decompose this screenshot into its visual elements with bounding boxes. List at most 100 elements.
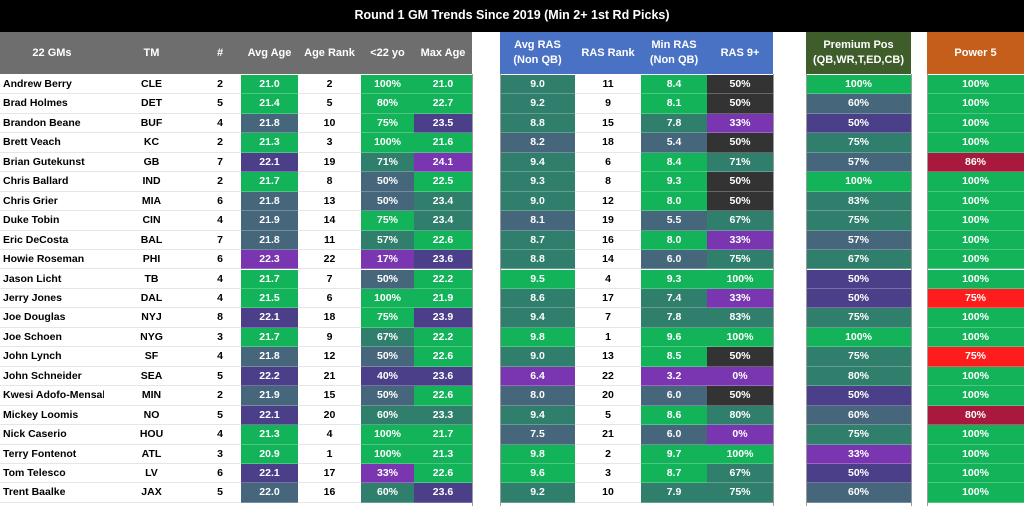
cell-avg_ras: 9.2 <box>500 94 575 114</box>
cell-age_rank: 9 <box>298 328 361 348</box>
cell-ras_rank: 9 <box>575 94 641 114</box>
cell-power5: 100% <box>927 464 1024 484</box>
cell-max_age: 21.6 <box>414 133 472 153</box>
cell-ras9: 0% <box>707 366 773 387</box>
cell-max_age: 23.3 <box>414 405 472 426</box>
cell-tm: DAL <box>104 289 199 309</box>
header-ras9-line: RAS 9+ <box>720 46 760 59</box>
cell-min_ras: 8.6 <box>641 405 707 426</box>
cell-age_rank: 1 <box>298 445 361 464</box>
header-max_age: Max Age <box>414 32 472 74</box>
cell-avg_ras: 8.8 <box>500 113 575 134</box>
cell-ras9: 33% <box>707 230 773 251</box>
cell-avg_ras: 9.6 <box>500 464 575 484</box>
cell-ras9: 80% <box>707 405 773 426</box>
cell-power5: 75% <box>927 347 1024 367</box>
cell-max_age: 23.9 <box>414 308 472 328</box>
header-n-line: # <box>216 46 224 59</box>
cell-age_rank: 15 <box>298 386 361 406</box>
table-row: John Lynch SF 4 21.8 12 50% 22.6 9.0 13 8.5 50% 75%… <box>0 347 1024 367</box>
cell-ras9: 33% <box>707 113 773 134</box>
cell-n: 2 <box>199 133 241 153</box>
cell-premium: 75% <box>806 347 911 367</box>
cell-avg_ras: 9.8 <box>500 327 575 348</box>
cell-under22: 100% <box>361 444 414 464</box>
cell-avg_age: 21.8 <box>241 113 298 134</box>
cell-n: 6 <box>199 464 241 484</box>
cell-age_rank: 16 <box>298 483 361 503</box>
cell-age_rank: 7 <box>298 270 361 289</box>
cell-ras9: 50% <box>707 172 773 192</box>
cell-premium: 33% <box>806 444 911 464</box>
cell-min_ras: 8.0 <box>641 230 707 251</box>
cell-power5: 100% <box>927 75 1024 95</box>
cell-gm: Chris Ballard <box>0 172 104 192</box>
cell-n: 3 <box>199 445 241 464</box>
cell-max_age: 22.7 <box>414 94 472 114</box>
cell-avg_age: 22.1 <box>241 152 298 173</box>
cell-age_rank: 3 <box>298 133 361 153</box>
header-premium-line: (QB,WR,T,ED,CB) <box>812 54 905 66</box>
cell-avg_ras: 9.4 <box>500 152 575 173</box>
cell-n: 7 <box>199 231 241 251</box>
cell-ras9: 75% <box>707 250 773 270</box>
header-row: 22 GMs TM # Avg Age Age Rank <22 yo Max Age Avg… <box>0 32 1024 74</box>
cell-n: 8 <box>199 308 241 328</box>
cell-tm: ATL <box>104 445 199 464</box>
cell-min_ras: 8.0 <box>641 191 707 212</box>
cell-ras_rank: 18 <box>575 133 641 153</box>
cell-age_rank: 19 <box>298 153 361 173</box>
cell-avg_ras: 8.7 <box>500 230 575 251</box>
cell-avg_age: 22.1 <box>241 464 298 484</box>
cell-avg_age: 21.8 <box>241 191 298 212</box>
cell-ras9: 0% <box>707 425 773 445</box>
cell-n: 4 <box>199 289 241 309</box>
table-row: Joe Schoen NYG 3 21.7 9 67% 22.2 9.8 1 9.6 100% 100… <box>0 327 1024 348</box>
cell-avg_age: 21.9 <box>241 211 298 231</box>
cell-n: 4 <box>199 270 241 289</box>
cell-tm: NYG <box>104 328 199 348</box>
cell-premium: 60% <box>806 483 911 503</box>
table-row: Brett Veach KC 2 21.3 3 100% 21.6 8.2 18 5.4 50% 75… <box>0 133 1024 153</box>
cell-gm: Chris Grier <box>0 192 104 212</box>
cell-ras9: 50% <box>707 386 773 406</box>
cell-max_age: 23.6 <box>414 366 472 387</box>
table-row: Terry Fontenot ATL 3 20.9 1 100% 21.3 9.8 2 9.7 10… <box>0 444 1024 464</box>
cell-avg_age: 21.7 <box>241 269 298 289</box>
cell-gm: Trent Baalke <box>0 483 104 503</box>
cell-max_age: 22.6 <box>414 230 472 251</box>
table-row: Howie Roseman PHI 6 22.3 22 17% 23.6 8.8 14 6.0 75… <box>0 250 1024 270</box>
cell-min_ras: 8.5 <box>641 347 707 367</box>
cell-n: 7 <box>199 153 241 173</box>
cell-n: 5 <box>199 367 241 387</box>
cell-ras9: 67% <box>707 211 773 231</box>
cell-n: 3 <box>199 328 241 348</box>
cell-n: 4 <box>199 347 241 367</box>
cell-ras_rank: 14 <box>575 250 641 270</box>
cell-max_age: 21.7 <box>414 425 472 445</box>
cell-power5: 75% <box>927 288 1024 309</box>
cell-ras9: 71% <box>707 152 773 173</box>
cell-tm: CLE <box>104 75 199 95</box>
cell-avg_ras: 8.2 <box>500 133 575 153</box>
cell-min_ras: 8.1 <box>641 94 707 114</box>
cell-ras_rank: 12 <box>575 192 641 212</box>
cell-gm: Mickey Loomis <box>0 406 104 426</box>
cell-under22: 80% <box>361 94 414 114</box>
cell-power5: 100% <box>927 230 1024 251</box>
cell-gm: Duke Tobin <box>0 211 104 231</box>
cell-min_ras: 3.2 <box>641 366 707 387</box>
header-premium-line: Premium Pos <box>823 39 894 51</box>
cell-power5: 100% <box>927 250 1024 270</box>
header-min_ras-line: (Non QB) <box>649 54 699 66</box>
cell-ras9: 75% <box>707 483 773 503</box>
cell-gm: Andrew Berry <box>0 75 104 95</box>
cell-power5: 100% <box>927 425 1024 445</box>
cell-avg_age: 21.7 <box>241 327 298 348</box>
cell-age_rank: 6 <box>298 289 361 309</box>
cell-under22: 75% <box>361 211 414 231</box>
cell-avg_age: 21.8 <box>241 230 298 251</box>
cell-ras9: 50% <box>707 191 773 212</box>
cell-avg_age: 22.3 <box>241 250 298 270</box>
cell-ras9: 100% <box>707 327 773 348</box>
